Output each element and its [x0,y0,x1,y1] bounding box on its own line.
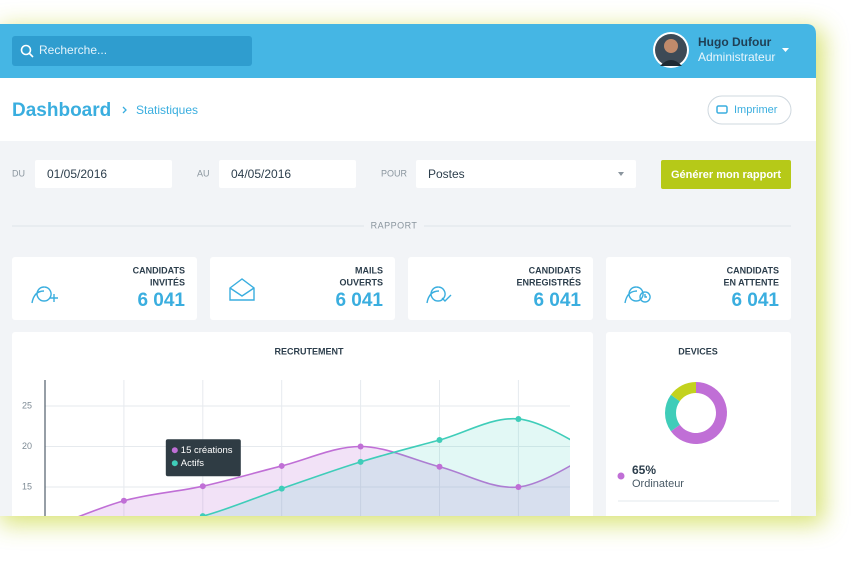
legend-value: 65% [632,463,656,477]
series-point [436,463,443,470]
tooltip-swatch [171,447,178,454]
for-value: Postes [428,167,465,181]
stat-label: MAILS [355,265,383,275]
legend-swatch [617,472,625,480]
search-icon [28,52,34,58]
user-menu-caret[interactable] [782,48,789,52]
breadcrumb-sep [122,106,127,114]
series-point [436,437,443,444]
line-chart: 15 20 25 15 créations Actifs [22,380,570,551]
stat-icon [426,286,452,304]
submit-label: Générer mon rapport [671,169,781,181]
stat-label: CANDIDATS [133,265,185,275]
user-role: Administrateur [698,50,775,64]
y-tick-label: 15 [22,481,32,491]
avatar-body [660,60,682,66]
stat-label: CANDIDATS [529,265,581,275]
stat-label: INVITÉS [150,277,185,287]
to-label: AU [197,168,210,178]
series-line [45,445,570,516]
series-point [199,513,206,516]
y-tick-label: 25 [22,400,32,410]
stat-value: 6 041 [137,290,185,311]
tooltip [165,439,241,477]
for-select[interactable] [416,160,636,188]
stat-card [210,257,395,320]
series-point [515,484,522,490]
plot [42,415,570,551]
stat-value: 6 041 [731,290,779,311]
avatar-face [664,39,678,53]
legend-label: Ordinateur [632,478,684,490]
page-title: Dashboard [12,100,111,121]
stat-label: EN ATTENTE [724,277,780,287]
search-icon [20,44,32,56]
breadcrumb-bar [0,78,816,141]
to-input[interactable] [219,160,356,188]
stat-cards: CANDIDATS INVITÉS 6 041 MAILS OUVERTS 6 041 CA… [12,257,791,320]
series-point [357,443,364,450]
breadcrumb-current[interactable]: Statistiques [136,103,198,117]
series-area [45,446,570,516]
tooltip-text: 15 créations [181,445,233,456]
stat-label: CANDIDATS [727,265,779,275]
chart-title: RECRUTEMENT [275,346,345,356]
print-label: Imprimer [734,104,778,116]
series-line [45,417,570,516]
stat-icon [624,286,651,304]
series-point [120,497,127,504]
donut-chart: 65%Ordinateur [617,382,728,490]
stat-card [12,257,197,320]
print-button[interactable] [707,95,792,125]
series-point [278,462,285,469]
print-icon [716,105,728,114]
search-box[interactable] [12,36,252,66]
from-value: 01/05/2016 [47,167,107,181]
from-input[interactable] [35,160,172,188]
submit-button[interactable] [661,160,791,189]
stat-icon [31,286,58,304]
series-area [45,418,570,516]
series-point [199,483,206,490]
donut-slice [670,382,728,444]
stat-icon [229,278,255,301]
stat-value: 6 041 [533,290,581,311]
y-tick-label: 20 [22,441,32,451]
select-caret [618,172,624,176]
user-name: Hugo Dufour [698,35,772,49]
window: Recherche... Hugo Dufour Administrateur … [0,24,816,551]
series-point [357,458,364,465]
donut-slice [670,382,696,402]
for-label: POUR [381,168,408,178]
series-point [42,545,48,551]
devices-title: DEVICES [678,346,718,356]
chart-card [12,332,593,516]
devices-card [606,332,791,516]
series-point [515,415,522,422]
stat-label: ENREGISTRÉS [516,277,581,287]
section-title: RAPPORT [371,220,418,230]
stat-label: OUVERTS [339,277,383,287]
stat-card [606,257,791,320]
from-label: DU [12,168,25,178]
stat-value: 6 041 [335,290,383,311]
tooltip-text: Actifs [181,458,204,469]
series-point [42,527,48,533]
stat-card [408,257,593,320]
donut-slice [665,394,680,432]
tooltip-swatch [171,460,178,467]
to-value: 04/05/2016 [231,167,291,181]
series-point [278,485,285,492]
search-placeholder: Recherche... [39,43,107,57]
series-point [121,529,127,535]
